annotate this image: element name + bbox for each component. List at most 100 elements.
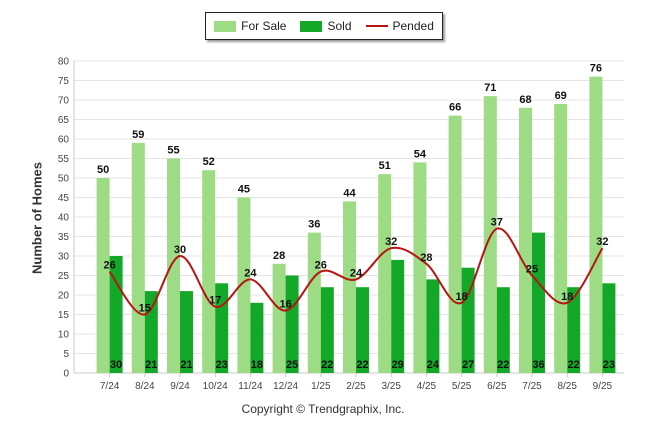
data-label-pended: 24 [244,267,257,279]
y-tick-label: 65 [58,115,70,126]
y-tick-label: 30 [58,252,70,263]
y-tick-label: 55 [58,154,70,165]
y-tick-label: 70 [58,96,70,107]
y-axis-label: Number of Homes [29,162,45,274]
data-label-for-sale: 55 [167,145,179,157]
data-label-pended: 24 [350,267,363,279]
bar-for-sale [131,142,145,373]
x-tick-label: 9/24 [170,381,190,392]
data-label-for-sale: 51 [379,160,391,172]
y-tick-label: 5 [63,349,69,360]
data-label-for-sale: 68 [519,94,531,106]
data-label-pended: 16 [279,299,291,311]
legend-swatch-sold [300,20,323,32]
data-label-for-sale: 66 [449,102,461,114]
data-label-for-sale: 52 [203,156,215,168]
bar-for-sale [96,178,110,373]
bar-sold [496,287,510,373]
data-label-pended: 17 [209,295,221,307]
x-tick-label: 7/25 [522,381,542,392]
y-tick-label: 10 [58,330,70,341]
x-tick-label: 11/24 [238,381,263,392]
data-label-for-sale: 76 [590,63,602,75]
y-tick-label: 35 [58,232,70,243]
data-label-sold: 24 [427,359,440,371]
y-tick-label: 25 [58,271,70,282]
bar-sold [250,302,264,373]
x-tick-label: 2/25 [346,381,366,392]
copyright-text: Copyright © Trendgraphix, Inc. [241,402,405,416]
data-label-sold: 22 [568,359,580,371]
data-label-pended: 26 [315,260,327,272]
x-tick-label: 10/24 [203,381,228,392]
x-tick-label: 6/25 [487,381,507,392]
bar-for-sale [378,174,392,373]
bar-for-sale [272,263,286,373]
legend-swatch-pended [365,25,388,27]
legend-item-pended[interactable]: Pended [365,19,434,33]
bar-for-sale [343,201,356,373]
bar-sold [285,275,299,373]
y-tick-label: 60 [58,135,70,146]
data-label-pended: 37 [491,217,503,229]
bar-for-sale [519,107,532,374]
x-tick-label: 8/25 [557,381,577,392]
bar-for-sale [167,158,180,373]
data-label-sold: 22 [497,359,509,371]
legend-label-pended: Pended [392,19,434,33]
legend-item-sold[interactable]: Sold [300,19,352,33]
bar-sold [426,279,440,373]
x-tick-label: 3/25 [381,381,401,392]
data-label-pended: 32 [596,236,608,248]
data-label-sold: 22 [356,359,368,371]
bar-for-sale [554,103,568,374]
data-label-for-sale: 44 [343,187,356,199]
bar-for-sale [413,162,427,373]
x-tick-label: 12/24 [273,381,298,392]
bar-for-sale [448,115,462,373]
legend-label-sold: Sold [327,19,352,33]
bar-sold [180,291,193,373]
line-pended [108,227,604,316]
y-tick-label: 40 [58,213,70,224]
bar-sold [215,283,229,373]
bar-for-sale [589,76,603,373]
data-label-sold: 23 [603,359,615,371]
data-label-sold: 30 [110,359,122,371]
legend-item-for-sale[interactable]: For Sale [214,19,286,33]
data-label-sold: 36 [532,359,544,371]
data-label-sold: 21 [145,359,157,371]
data-label-for-sale: 54 [414,148,427,160]
data-label-for-sale: 59 [132,129,144,141]
data-label-for-sale: 69 [555,90,567,102]
data-label-sold: 22 [321,359,333,371]
x-tick-label: 7/24 [100,381,120,392]
bar-sold [109,256,123,373]
data-label-sold: 27 [462,359,474,371]
x-tick-label: 4/25 [417,381,437,392]
x-tick-label: 8/24 [135,381,155,392]
data-label-pended: 32 [385,236,397,248]
bar-sold [461,267,475,373]
x-tick-label: 9/25 [593,381,613,392]
data-label-sold: 18 [251,359,263,371]
data-label-for-sale: 50 [97,164,109,176]
data-label-sold: 23 [216,359,228,371]
data-label-pended: 26 [103,260,115,272]
data-label-sold: 29 [392,359,404,371]
data-label-pended: 18 [561,291,573,303]
data-label-sold: 21 [180,359,192,371]
y-tick-label: 15 [58,310,70,321]
bar-for-sale [202,170,216,373]
legend: For Sale Sold Pended [205,12,443,40]
legend-swatch-for-sale [214,20,237,32]
bar-for-sale [307,232,321,373]
data-label-pended: 15 [139,303,151,315]
data-label-pended: 25 [526,264,538,276]
legend-label-for-sale: For Sale [241,19,287,33]
bar-sold [320,287,334,373]
data-label-pended: 18 [455,291,467,303]
bar-sold [602,283,616,373]
bar-sold [391,259,405,373]
